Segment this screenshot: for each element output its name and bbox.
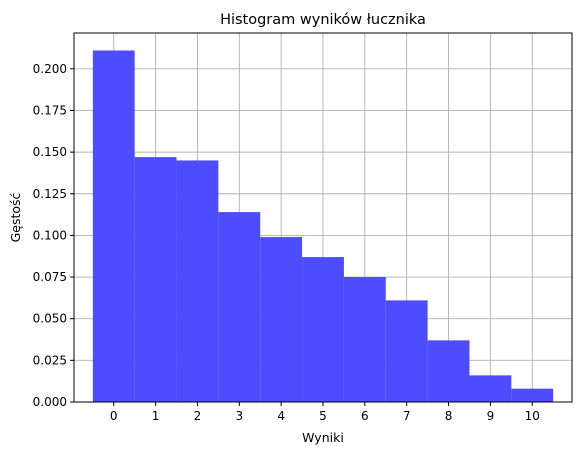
y-tick-label: 0.075 (33, 270, 67, 284)
histogram-bar (343, 277, 386, 402)
histogram-bar (134, 157, 177, 402)
y-tick-label: 0.125 (33, 187, 67, 201)
bars-layer (92, 50, 554, 403)
histogram-bar (260, 237, 303, 402)
x-tick-label: 1 (152, 409, 160, 423)
histogram-bar (427, 340, 470, 402)
y-tick-label: 0.050 (33, 312, 67, 326)
x-tick-label: 9 (487, 409, 495, 423)
y-tick-label: 0.025 (33, 353, 67, 367)
histogram-bar (385, 300, 428, 402)
histogram-bar (302, 257, 344, 402)
histogram-bar (469, 375, 512, 402)
y-tick-label: 0.150 (33, 145, 67, 159)
y-tick-label: 0.200 (33, 62, 67, 76)
x-tick-label: 5 (319, 409, 327, 423)
ticks-layer: 0 1 2 3 4 5 6 7 8 9 10 0.000 0.025 0.050 0.075 0.100 0.1… (33, 62, 540, 423)
x-tick-label: 3 (235, 409, 243, 423)
x-tick-label: 0 (110, 409, 118, 423)
histogram-bar (176, 160, 219, 402)
y-tick-label: 0.000 (33, 395, 67, 409)
histogram-bar (218, 212, 261, 402)
x-tick-label: 2 (194, 409, 202, 423)
histogram-bar (92, 50, 135, 403)
y-axis-label: Gęstość (8, 192, 23, 242)
x-tick-label: 4 (277, 409, 285, 423)
x-tick-label: 7 (403, 409, 411, 423)
x-tick-label: 8 (445, 409, 453, 423)
x-tick-label: 10 (525, 409, 540, 423)
x-tick-label: 6 (361, 409, 369, 423)
y-tick-label: 0.100 (33, 228, 67, 242)
histogram-bar (511, 388, 554, 402)
y-tick-label: 0.175 (33, 103, 67, 117)
x-axis-label: Wyniki (302, 430, 344, 445)
chart-title: Histogram wyników łucznika (220, 12, 426, 28)
